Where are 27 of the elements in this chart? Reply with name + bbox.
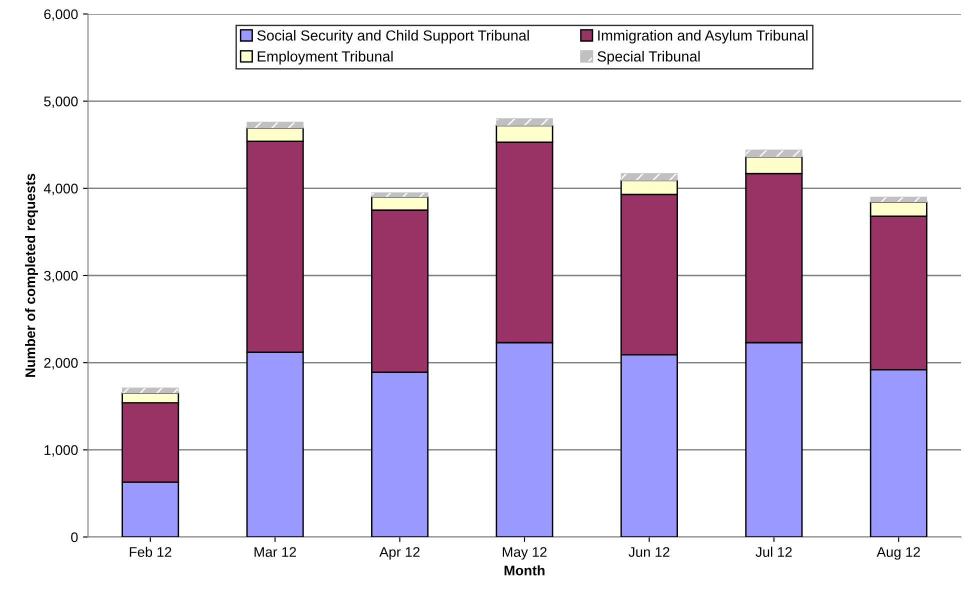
y-tick-label: 6,000 [44, 9, 78, 21]
y-tick-label: 3,000 [44, 270, 78, 282]
bar [496, 118, 553, 126]
bar [122, 388, 179, 394]
bar [620, 173, 678, 181]
y-tick-label: 4,000 [44, 184, 78, 196]
y-tick-label: 0 [71, 532, 78, 542]
bar [371, 192, 428, 198]
legend-label: Special Tribunal [598, 50, 700, 64]
y-tick-label: 2,000 [44, 358, 78, 370]
x-tick-label: Feb 12 [130, 546, 172, 557]
y-tick-label: 1,000 [44, 445, 78, 457]
y-axis-title: Number of completed requests [25, 174, 38, 377]
legend-label: Employment Tribunal [258, 50, 393, 64]
x-tick-label: Aug 12 [876, 547, 920, 560]
x-axis-title: Month [504, 565, 544, 576]
legend-label: Social Security and Child Support Tribunal [257, 30, 529, 44]
x-tick-label: Mar 12 [254, 547, 296, 557]
legend-label: Immigration and Asylum Tribunal [598, 30, 808, 44]
x-tick-label: Jun 12 [628, 547, 670, 557]
y-tick-label: 5,000 [44, 96, 78, 108]
x-tick-label: May 12 [502, 547, 547, 560]
bar [870, 196, 928, 203]
bar [246, 122, 304, 129]
x-tick-label: Jul 12 [756, 546, 792, 557]
bar [746, 150, 802, 158]
x-tick-label: Apr 12 [379, 547, 420, 560]
